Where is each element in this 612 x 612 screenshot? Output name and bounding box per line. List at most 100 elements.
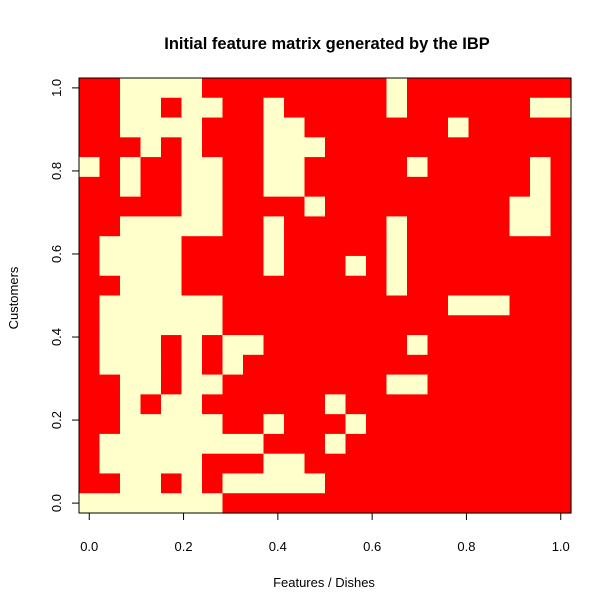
heatmap-cell — [140, 493, 162, 514]
heatmap-cell — [366, 275, 388, 297]
heatmap-cell — [530, 374, 552, 395]
heatmap-cell — [181, 493, 203, 514]
heatmap-cell — [489, 255, 511, 277]
heatmap-cell — [161, 117, 183, 138]
heatmap-cell — [263, 117, 285, 138]
heatmap-cell — [366, 216, 388, 237]
heatmap-cell — [386, 216, 408, 237]
heatmap-cell — [202, 354, 224, 376]
heatmap-cell — [489, 473, 511, 494]
heatmap-cell — [366, 137, 388, 158]
heatmap-cell — [181, 137, 203, 158]
heatmap-cell — [99, 354, 121, 376]
heatmap-cell — [243, 414, 265, 435]
heatmap-cell — [489, 137, 511, 158]
heatmap-cell — [140, 78, 162, 99]
heatmap-cell — [222, 453, 244, 475]
heatmap-cell — [263, 335, 285, 356]
heatmap-cell — [345, 196, 367, 218]
heatmap-cell — [161, 433, 183, 455]
heatmap-cell — [120, 176, 142, 198]
heatmap-cell — [161, 394, 183, 415]
heatmap-cell — [407, 196, 429, 218]
heatmap-cell — [407, 236, 429, 257]
heatmap-cell — [243, 315, 265, 336]
heatmap-cell — [509, 216, 531, 237]
heatmap-cell — [427, 78, 449, 99]
heatmap-cell — [304, 216, 326, 237]
heatmap-cell — [325, 97, 347, 119]
heatmap-cell — [386, 493, 408, 514]
heatmap-cell — [243, 176, 265, 198]
heatmap-cell — [407, 275, 429, 297]
heatmap-cell — [489, 216, 511, 237]
heatmap-cell — [222, 414, 244, 435]
heatmap-cell — [386, 275, 408, 297]
heatmap-cell — [345, 78, 367, 99]
heatmap-cell — [427, 315, 449, 336]
y-axis-label: Customers — [6, 266, 21, 329]
heatmap-cell — [140, 394, 162, 415]
heatmap-cell — [99, 157, 121, 178]
heatmap-cell — [550, 315, 572, 336]
heatmap-cell — [448, 414, 470, 435]
heatmap-cell — [304, 354, 326, 376]
heatmap-cell — [181, 236, 203, 257]
heatmap-cell — [304, 275, 326, 297]
heatmap-cell — [304, 137, 326, 158]
heatmap-cell — [345, 236, 367, 257]
heatmap-cell — [427, 255, 449, 277]
heatmap-cell — [386, 473, 408, 494]
heatmap-cell — [325, 137, 347, 158]
heatmap-cell — [489, 97, 511, 119]
heatmap-cell — [509, 295, 531, 316]
heatmap-cell — [161, 97, 183, 119]
heatmap-cell — [99, 453, 121, 475]
heatmap-cell — [181, 176, 203, 198]
heatmap-cell — [407, 414, 429, 435]
heatmap-cell — [345, 473, 367, 494]
heatmap-cell — [120, 137, 142, 158]
heatmap-cell — [386, 295, 408, 316]
heatmap-cell — [550, 275, 572, 297]
heatmap-cell — [448, 335, 470, 356]
heatmap-cell — [427, 295, 449, 316]
heatmap-cell — [325, 315, 347, 336]
heatmap-cell — [325, 196, 347, 218]
heatmap-cell — [345, 374, 367, 395]
heatmap-cell — [468, 137, 490, 158]
heatmap-cell — [366, 315, 388, 336]
heatmap-cell — [202, 255, 224, 277]
heatmap-cell — [304, 157, 326, 178]
heatmap-cell — [530, 176, 552, 198]
heatmap-cell — [427, 493, 449, 514]
heatmap-cell — [99, 117, 121, 138]
heatmap-cell — [366, 78, 388, 99]
heatmap-cell — [325, 433, 347, 455]
heatmap-cell — [202, 473, 224, 494]
heatmap-cell — [345, 216, 367, 237]
heatmap-cell — [509, 414, 531, 435]
heatmap-cell — [161, 157, 183, 178]
heatmap-cell — [530, 493, 552, 514]
heatmap-cell — [263, 414, 285, 435]
heatmap-cell — [345, 493, 367, 514]
heatmap-cell — [222, 493, 244, 514]
heatmap-cell — [325, 374, 347, 395]
heatmap-cell — [79, 374, 101, 395]
heatmap-cell — [509, 335, 531, 356]
heatmap-cell — [263, 157, 285, 178]
heatmap-cell — [386, 137, 408, 158]
heatmap-cell — [509, 315, 531, 336]
heatmap-cell — [489, 176, 511, 198]
heatmap-cell — [181, 295, 203, 316]
heatmap-cell — [407, 295, 429, 316]
heatmap-cell — [202, 315, 224, 336]
heatmap-cell — [99, 196, 121, 218]
heatmap-cell — [427, 117, 449, 138]
heatmap-cell — [386, 196, 408, 218]
heatmap-cell — [99, 78, 121, 99]
heatmap-cell — [427, 335, 449, 356]
heatmap-cell — [366, 236, 388, 257]
heatmap-cell — [263, 493, 285, 514]
